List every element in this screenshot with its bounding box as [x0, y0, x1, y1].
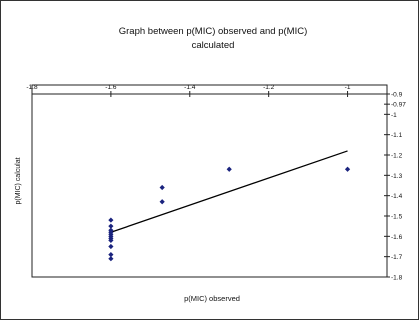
y-axis-label: p(MIC) calculat	[15, 157, 22, 204]
x-tick-label: -1.6	[105, 84, 117, 91]
plot-area	[31, 84, 388, 278]
chart-title-line-2: calculated	[192, 40, 235, 51]
data-point	[108, 243, 114, 250]
data-point	[159, 199, 165, 205]
data-point	[108, 256, 114, 262]
y-tick-label: -1.8	[391, 275, 403, 282]
y-tick-label: -1.5	[391, 214, 403, 221]
x-tick-label: -1.8	[26, 84, 38, 91]
x-tick-label: -1.2	[263, 84, 275, 91]
y-tick-label: -1.6	[391, 234, 403, 241]
x-tick-label: -1	[345, 84, 351, 91]
data-point	[108, 252, 114, 258]
y-tick-label: -1.1	[391, 132, 403, 139]
data-point	[344, 166, 351, 172]
data-point	[159, 184, 165, 191]
data-point	[108, 217, 114, 223]
data-point	[108, 223, 114, 229]
y-tick-label: -1.3	[391, 173, 403, 180]
chart-title-line-1: Graph between p(MIC) observed and p(MIC)	[119, 26, 308, 37]
x-ticks: -1.8 -1.6 -1.4 -1.2 -1	[26, 84, 351, 97]
data-point	[108, 237, 114, 243]
data-point	[226, 166, 232, 172]
data-points	[108, 166, 351, 262]
y-tick-label: -0.97	[391, 102, 406, 109]
trendline-group	[110, 150, 348, 233]
trendline	[110, 150, 348, 233]
y-tick-label: -1	[391, 112, 397, 119]
y-tick-label: -1.4	[391, 193, 403, 200]
y-tick-label: -1.2	[391, 153, 403, 160]
y-tick-label: -1.7	[391, 254, 403, 261]
x-tick-label: -1.4	[184, 84, 196, 91]
x-axis-label: p(MIC) observed	[184, 294, 240, 303]
y-tick-label: -0.9	[391, 92, 403, 99]
y-ticks: -0.9 -0.97 -1 -1.1 -1.2 -1.3 -1.4 -1.5 -1.6 -1.7 -…	[384, 92, 406, 282]
